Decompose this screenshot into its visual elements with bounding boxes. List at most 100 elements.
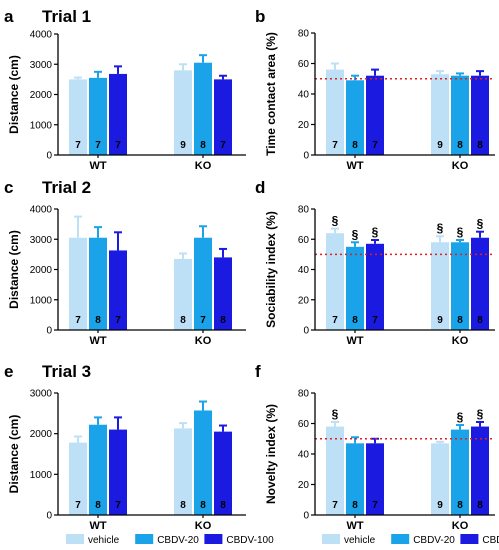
bar bbox=[451, 429, 469, 515]
x-category-label: WT bbox=[346, 520, 363, 532]
n-label: 8 bbox=[352, 315, 358, 326]
bar bbox=[431, 74, 449, 155]
y-tick-label: 0 bbox=[46, 511, 52, 522]
x-category-label: WT bbox=[89, 520, 106, 532]
n-label: 8 bbox=[95, 500, 101, 511]
bar bbox=[431, 443, 449, 515]
significance-marker: § bbox=[457, 410, 464, 424]
x-category-label: KO bbox=[195, 520, 212, 532]
n-label: 7 bbox=[75, 140, 81, 151]
y-tick-label: 1000 bbox=[30, 295, 53, 306]
n-label: 8 bbox=[457, 315, 463, 326]
bar bbox=[109, 250, 127, 330]
significance-marker: § bbox=[372, 225, 379, 239]
n-label: 7 bbox=[75, 315, 81, 326]
bar bbox=[89, 237, 107, 330]
y-tick-label: 0 bbox=[46, 326, 52, 337]
n-label: 8 bbox=[477, 500, 483, 511]
y-tick-label: 20 bbox=[298, 480, 310, 491]
panel-e: e Trial 3 Distance (cm) 7 8 7 WT 8 8 8 KO 0 1000 2000… bbox=[4, 362, 246, 532]
n-label: 7 bbox=[332, 140, 338, 151]
legend-swatch bbox=[204, 534, 223, 544]
significance-marker: § bbox=[332, 407, 339, 421]
bar bbox=[326, 426, 344, 515]
n-label: 7 bbox=[115, 140, 121, 151]
n-label: 7 bbox=[332, 315, 338, 326]
panel-letter: e bbox=[4, 362, 13, 381]
bar bbox=[194, 237, 212, 330]
legend-swatch bbox=[66, 534, 84, 544]
y-tick-label: 40 bbox=[298, 450, 310, 461]
panel-d: d Sociability index (%) 7 § 8 § 7 § WT 9 § 8 § 8 § KO 0 2… bbox=[255, 178, 495, 347]
n-label: 8 bbox=[180, 315, 186, 326]
bar bbox=[366, 243, 384, 330]
legend-label: CBDV-20 bbox=[413, 535, 455, 546]
bar bbox=[214, 79, 232, 155]
n-label: 8 bbox=[220, 500, 226, 511]
n-label: 7 bbox=[115, 315, 121, 326]
bar bbox=[69, 442, 87, 515]
significance-marker: § bbox=[332, 214, 339, 228]
bar bbox=[346, 443, 364, 515]
n-label: 9 bbox=[437, 500, 443, 511]
n-label: 7 bbox=[95, 140, 101, 151]
bar bbox=[174, 70, 192, 155]
y-tick-label: 40 bbox=[298, 90, 310, 101]
n-label: 8 bbox=[457, 140, 463, 151]
n-label: 8 bbox=[477, 315, 483, 326]
panel-title: Trial 3 bbox=[42, 362, 91, 381]
bar bbox=[194, 410, 212, 515]
bar bbox=[174, 428, 192, 515]
n-label: 7 bbox=[372, 140, 378, 151]
legend-swatch bbox=[460, 534, 479, 544]
bar bbox=[471, 426, 489, 515]
n-label: 8 bbox=[200, 500, 206, 511]
x-category-label: WT bbox=[346, 160, 363, 172]
y-tick-label: 40 bbox=[298, 265, 310, 276]
x-category-label: KO bbox=[452, 335, 469, 347]
bar bbox=[451, 75, 469, 155]
y-tick-label: 4000 bbox=[30, 205, 53, 216]
y-tick-label: 0 bbox=[303, 326, 309, 337]
n-label: 7 bbox=[115, 500, 121, 511]
panel-letter: a bbox=[4, 7, 14, 26]
y-tick-label: 1000 bbox=[30, 470, 53, 481]
bar bbox=[89, 77, 107, 155]
panel-b: b Time contact area (%) 7 8 7 WT 9 8 8 KO 0 20 40 60 8… bbox=[255, 7, 495, 172]
y-axis-label: Distance (cm) bbox=[7, 230, 21, 309]
x-category-label: KO bbox=[452, 160, 469, 172]
y-tick-label: 80 bbox=[298, 205, 310, 216]
y-tick-label: 0 bbox=[303, 511, 309, 522]
x-category-label: KO bbox=[195, 160, 212, 172]
y-tick-label: 2000 bbox=[30, 90, 53, 101]
y-tick-label: 3000 bbox=[30, 235, 53, 246]
n-label: 7 bbox=[200, 315, 206, 326]
n-label: 9 bbox=[437, 315, 443, 326]
n-label: 8 bbox=[220, 315, 226, 326]
significance-marker: § bbox=[437, 221, 444, 235]
significance-marker: § bbox=[477, 407, 484, 421]
n-label: 8 bbox=[352, 140, 358, 151]
bar bbox=[346, 80, 364, 155]
panel-letter: c bbox=[4, 178, 13, 197]
n-label: 7 bbox=[75, 500, 81, 511]
legend-2: vehicle CBDV-20 CBDV-100 bbox=[322, 534, 499, 546]
x-category-label: KO bbox=[452, 520, 469, 532]
n-label: 8 bbox=[477, 140, 483, 151]
significance-marker: § bbox=[352, 227, 359, 241]
y-tick-label: 0 bbox=[303, 151, 309, 162]
legend-label: CBDV-20 bbox=[157, 535, 199, 546]
y-tick-label: 20 bbox=[298, 120, 310, 131]
y-axis-label: Time contact area (%) bbox=[264, 32, 278, 156]
bar bbox=[431, 242, 449, 330]
y-tick-label: 3000 bbox=[30, 389, 53, 400]
legend-label: vehicle bbox=[344, 535, 376, 546]
y-tick-label: 3000 bbox=[30, 60, 53, 71]
y-tick-label: 60 bbox=[298, 59, 310, 70]
n-label: 8 bbox=[95, 315, 101, 326]
n-label: 8 bbox=[352, 500, 358, 511]
y-axis-label: Sociability index (%) bbox=[264, 211, 278, 328]
bar bbox=[89, 424, 107, 515]
bar bbox=[109, 73, 127, 155]
